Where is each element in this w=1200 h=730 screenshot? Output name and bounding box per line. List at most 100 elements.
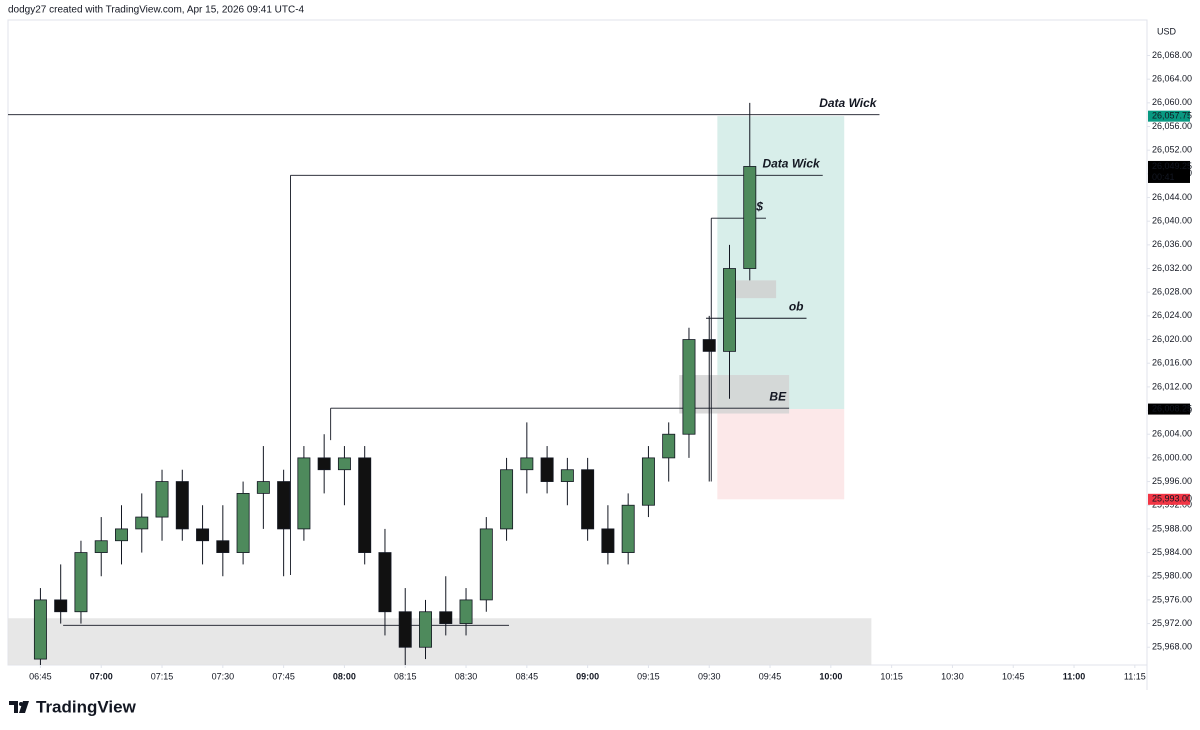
x-tick-label: 09:00	[576, 671, 599, 681]
x-tick-label: 08:00	[333, 671, 356, 681]
annotation-label: ob	[789, 299, 804, 313]
y-tick-label: 26,068.00	[1152, 50, 1192, 60]
y-tick-label: 26,032.00	[1152, 263, 1192, 273]
candle-body	[560, 469, 574, 482]
candle-body	[277, 481, 291, 530]
y-tick-label: 26,040.00	[1152, 216, 1192, 226]
logo-dot	[19, 702, 23, 706]
candle-body	[540, 457, 554, 482]
y-tick-label: 25,996.00	[1152, 476, 1192, 486]
candle-body	[155, 481, 169, 518]
candle-body	[682, 339, 696, 435]
candle-body	[115, 528, 128, 542]
countdown: 00:41	[1152, 172, 1175, 182]
candle-body	[419, 611, 432, 648]
candle-body	[439, 611, 453, 624]
x-tick-label: 07:45	[272, 671, 295, 681]
candle-body	[196, 528, 210, 542]
annotation-label: Data Wick	[762, 157, 821, 171]
x-tick-label: 07:30	[212, 671, 235, 681]
x-tick-label: 09:15	[637, 671, 660, 681]
y-tick-label: 25,988.00	[1152, 523, 1192, 533]
annotation-label: BE	[769, 389, 787, 403]
candle-body	[94, 540, 108, 553]
y-tick-label: 26,004.00	[1152, 429, 1192, 439]
price-label: 26,049.25	[1152, 161, 1192, 171]
candle-body	[175, 481, 189, 530]
candle-body	[500, 469, 514, 530]
zone	[731, 280, 777, 299]
y-tick-label: 25,968.00	[1152, 642, 1192, 652]
x-tick-label: 10:45	[1002, 671, 1025, 681]
y-tick-label: 25,972.00	[1152, 618, 1192, 628]
zone	[8, 618, 872, 665]
logo-icon	[9, 701, 29, 713]
x-tick-label: 11:15	[1124, 671, 1146, 681]
candle-body	[135, 516, 149, 530]
candle-body	[641, 457, 655, 506]
candle-body	[398, 611, 412, 648]
x-tick-label: 10:30	[941, 671, 964, 681]
candle-body	[236, 492, 250, 553]
y-tick-label: 26,020.00	[1152, 334, 1192, 344]
y-tick-label: 26,056.00	[1152, 121, 1192, 131]
x-tick-label: 10:15	[880, 671, 903, 681]
x-tick-label: 08:30	[455, 671, 478, 681]
candle-body	[601, 528, 615, 553]
candle-body	[358, 457, 372, 553]
y-tick-label: 26,036.00	[1152, 239, 1192, 249]
candle-body	[662, 433, 676, 459]
annotation-label: $	[755, 199, 763, 213]
candle-body	[216, 540, 230, 553]
y-tick-label: 26,060.00	[1152, 97, 1192, 107]
zone	[679, 375, 790, 414]
x-tick-label: 07:00	[90, 671, 113, 681]
y-tick-label: 25,984.00	[1152, 547, 1192, 557]
candle-body	[581, 469, 595, 530]
price-label: 25,993.00	[1152, 494, 1192, 504]
price-label-bg	[1148, 110, 1190, 122]
x-tick-label: 07:15	[151, 671, 174, 681]
y-tick-label: 26,052.00	[1152, 145, 1192, 155]
candle-body	[337, 457, 351, 471]
candle-body	[74, 552, 88, 613]
y-tick-label: 26,028.00	[1152, 287, 1192, 297]
x-tick-label: 09:30	[698, 671, 721, 681]
header: dodgy27 created with TradingView.com, Ap…	[8, 5, 305, 16]
candle-body	[743, 166, 757, 269]
y-tick-label: 26,024.00	[1152, 310, 1192, 320]
price-label: 26,008.25	[1152, 403, 1192, 413]
logo-text: TradingView	[36, 697, 137, 716]
candle-body	[256, 481, 270, 494]
candle-body	[621, 504, 635, 553]
price-label-bg	[1148, 493, 1190, 505]
candle-body	[479, 528, 493, 601]
x-tick-label: 08:45	[516, 671, 539, 681]
x-tick-label: 08:15	[394, 671, 417, 681]
candle-body	[317, 457, 331, 471]
x-tick-label: 09:45	[759, 671, 782, 681]
y-tick-label: 26,012.00	[1152, 381, 1192, 391]
candle-body	[33, 599, 47, 660]
annotation-label: Data Wick	[819, 96, 878, 110]
y-tick-label: 26,016.00	[1152, 358, 1192, 368]
y-tick-label: 25,976.00	[1152, 594, 1192, 604]
y-tick-label: 26,064.00	[1152, 74, 1192, 84]
candle-body	[297, 457, 311, 530]
candle-body	[702, 339, 716, 352]
price-label-bg	[1148, 160, 1190, 183]
x-tick-label: 06:45	[29, 671, 52, 681]
y-tick-label: 26,044.00	[1152, 192, 1192, 202]
plot-frame	[7, 19, 1148, 666]
x-tick-label: 11:00	[1063, 671, 1086, 681]
candle-body	[378, 552, 392, 613]
candle-body	[723, 268, 736, 352]
candle-body	[459, 599, 473, 624]
price-label: 26,057.75	[1152, 111, 1192, 121]
currency: USD	[1157, 26, 1177, 36]
price-label-bg	[1148, 403, 1190, 415]
logo-mark	[9, 701, 29, 713]
y-tick-label: 26,000.00	[1152, 452, 1192, 462]
x-tick-label: 10:00	[819, 671, 842, 681]
